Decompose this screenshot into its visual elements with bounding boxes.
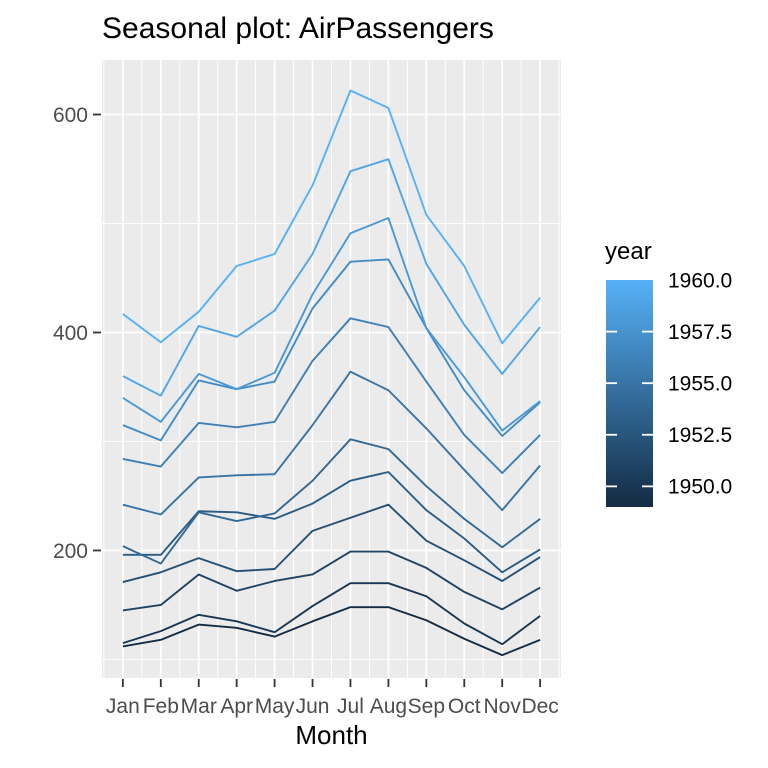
x-tick-label-dec: Dec xyxy=(521,695,558,718)
series-line-1956 xyxy=(122,317,541,475)
legend-tick-label-1957.5: 1957.5 xyxy=(668,321,732,344)
x-tick-label-oct: Oct xyxy=(448,695,481,718)
x-tick-label-nov: Nov xyxy=(484,695,522,718)
legend-tick-label-1952.5: 1952.5 xyxy=(668,424,732,447)
x-tick-label-jun: Jun xyxy=(296,695,330,718)
x-tick-label-feb: Feb xyxy=(143,695,179,718)
series-line-1951 xyxy=(122,550,541,612)
series-line-1952 xyxy=(122,503,541,584)
series-line-1958 xyxy=(122,217,541,432)
series-line-1954 xyxy=(122,438,541,565)
x-tick-label-sep: Sep xyxy=(408,695,445,718)
series-line-1959 xyxy=(122,158,541,397)
legend-colorbar xyxy=(606,280,653,507)
x-tick-label-may: May xyxy=(255,695,295,718)
y-tick-label-200: 200 xyxy=(53,540,88,563)
x-tick-label-jul: Jul xyxy=(337,695,364,718)
series-line-1953 xyxy=(122,471,541,574)
x-tick-label-jan: Jan xyxy=(106,695,140,718)
x-axis-title: Month xyxy=(295,720,368,750)
x-tick-label-apr: Apr xyxy=(220,695,253,718)
legend-tick-label-1950.0: 1950.0 xyxy=(668,476,732,499)
series-line-1950 xyxy=(122,582,541,646)
series-line-1955 xyxy=(122,370,541,516)
y-tick-label-600: 600 xyxy=(53,104,88,127)
plot-title: Seasonal plot: AirPassengers xyxy=(102,12,494,45)
series-line-1949 xyxy=(122,606,541,657)
x-tick-label-aug: Aug xyxy=(370,695,407,718)
legend-title: year xyxy=(605,238,652,265)
x-tick-label-mar: Mar xyxy=(181,695,217,718)
legend-tick-label-1960.0: 1960.0 xyxy=(668,269,732,292)
legend-tick-label-1955.0: 1955.0 xyxy=(668,373,732,396)
y-tick-label-400: 400 xyxy=(53,322,88,345)
series-line-1957 xyxy=(122,258,541,442)
series-line-1960 xyxy=(122,89,541,345)
